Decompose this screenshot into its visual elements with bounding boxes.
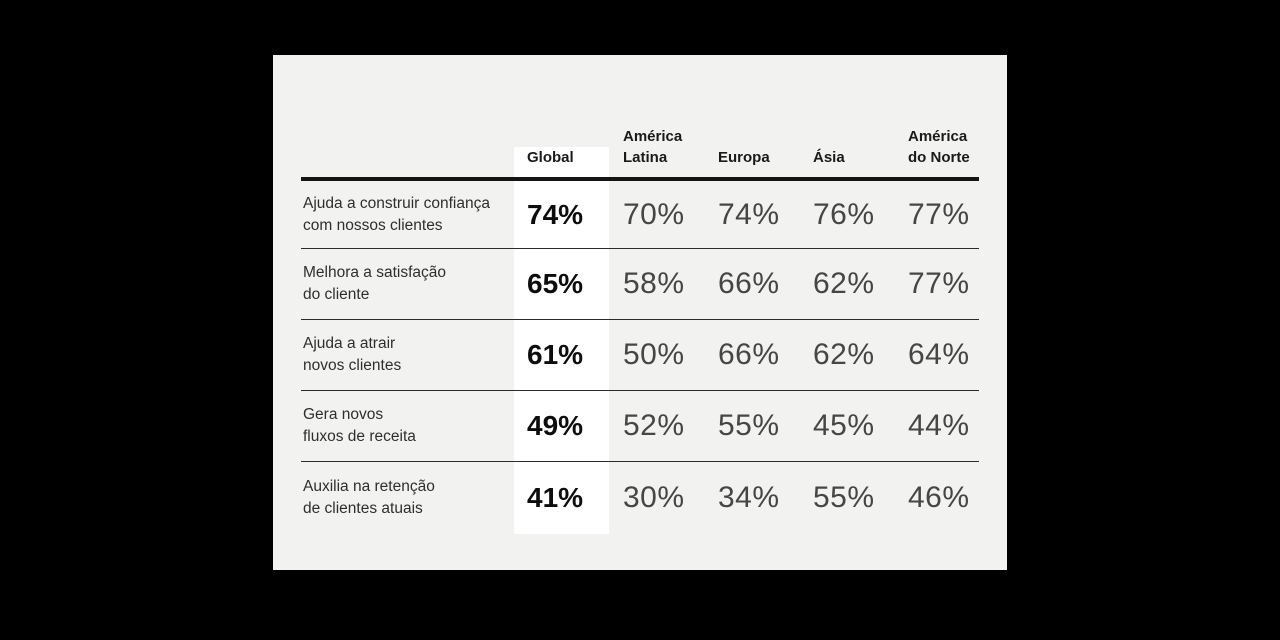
row-label: Melhora a satisfação do cliente xyxy=(303,264,447,303)
header-spacer xyxy=(301,168,514,177)
value-global: 49% xyxy=(527,410,584,441)
value-america-latina: 52% xyxy=(623,409,685,442)
value-america-do-norte: 64% xyxy=(908,338,970,371)
table-row: Gera novos fluxos de receita 49% 52% 55%… xyxy=(301,391,979,462)
value-asia: 62% xyxy=(813,267,875,300)
value-america-latina: 50% xyxy=(623,338,685,371)
value-america-do-norte: 77% xyxy=(908,267,970,300)
table-header-row: Global América Latina Europa Ásia Améric… xyxy=(301,127,979,181)
value-europa: 55% xyxy=(718,409,780,442)
value-america-do-norte: 44% xyxy=(908,409,970,442)
row-label: Gera novos fluxos de receita xyxy=(303,406,416,445)
value-global: 41% xyxy=(527,482,584,513)
value-america-latina: 70% xyxy=(623,197,685,231)
benefits-by-region-table: Global América Latina Europa Ásia Améric… xyxy=(301,127,979,534)
header-america-latina: América Latina xyxy=(623,128,683,166)
value-asia: 76% xyxy=(813,197,875,231)
value-europa: 34% xyxy=(718,481,780,514)
value-america-latina: 30% xyxy=(623,481,685,514)
value-america-latina: 58% xyxy=(623,267,685,300)
header-global: Global xyxy=(514,147,609,177)
value-america-do-norte: 77% xyxy=(908,197,970,231)
value-europa: 66% xyxy=(718,267,780,300)
table-row: Ajuda a construir confiança com nossos c… xyxy=(301,181,979,249)
value-global: 65% xyxy=(527,268,584,299)
header-europa: Europa xyxy=(718,149,770,166)
row-label: Ajuda a atrair novos clientes xyxy=(303,335,402,374)
value-global: 61% xyxy=(527,339,584,370)
report-panel: Global América Latina Europa Ásia Améric… xyxy=(273,55,1007,570)
table-row: Auxilia na retenção de clientes atuais 4… xyxy=(301,462,979,534)
row-label: Ajuda a construir confiança com nossos c… xyxy=(303,194,490,234)
value-europa: 66% xyxy=(718,338,780,371)
value-asia: 62% xyxy=(813,338,875,371)
row-label: Auxilia na retenção de clientes atuais xyxy=(303,478,435,517)
value-europa: 74% xyxy=(718,197,780,231)
table-row: Ajuda a atrair novos clientes 61% 50% 66… xyxy=(301,320,979,391)
header-asia: Ásia xyxy=(813,149,845,166)
value-asia: 45% xyxy=(813,409,875,442)
header-america-do-norte: América do Norte xyxy=(908,128,970,166)
table-row: Melhora a satisfação do cliente 65% 58% … xyxy=(301,249,979,320)
value-america-do-norte: 46% xyxy=(908,481,970,514)
value-asia: 55% xyxy=(813,481,875,514)
value-global: 74% xyxy=(527,198,584,230)
